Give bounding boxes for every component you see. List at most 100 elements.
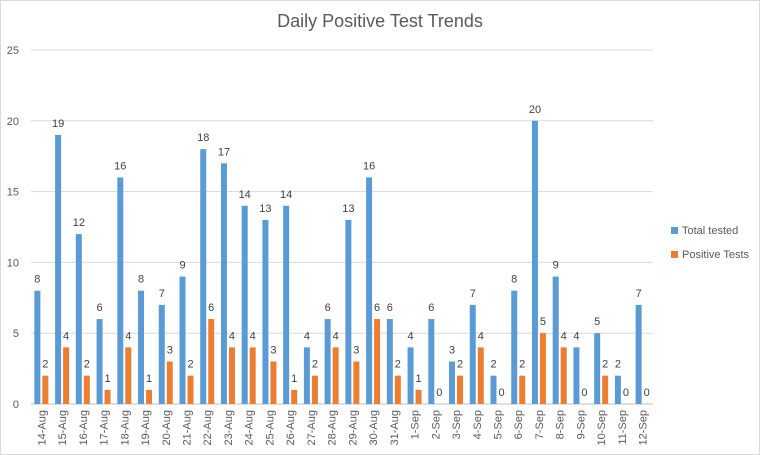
x-tick-label: 15-Aug xyxy=(57,410,69,445)
bar-positive-tests xyxy=(311,375,318,404)
y-tick-label: 10 xyxy=(7,257,19,269)
x-tick-label: 27-Aug xyxy=(306,410,318,445)
data-label-total-tested: 6 xyxy=(428,302,434,314)
data-label-positive-tests: 3 xyxy=(167,345,173,357)
bar-positive-tests xyxy=(270,361,277,404)
bar-total-tested xyxy=(283,205,290,404)
bar-total-tested xyxy=(241,205,248,404)
bar-positive-tests xyxy=(602,375,609,404)
data-label-positive-tests: 4 xyxy=(333,330,339,342)
chart-title: Daily Positive Test Trends xyxy=(277,11,483,31)
data-label-total-tested: 2 xyxy=(615,359,621,371)
y-tick-label: 0 xyxy=(13,399,19,411)
data-label-positive-tests: 3 xyxy=(270,345,276,357)
data-label-total-tested: 7 xyxy=(159,288,165,300)
x-tick-label: 6-Sep xyxy=(513,410,525,439)
data-label-total-tested: 16 xyxy=(114,160,126,172)
data-label-positive-tests: 1 xyxy=(146,373,152,385)
x-tick-label: 8-Sep xyxy=(555,410,567,439)
data-label-total-tested: 13 xyxy=(259,203,271,215)
x-tick-label: 14-Aug xyxy=(36,410,48,445)
legend-label: Positive Tests xyxy=(682,249,750,261)
bar-positive-tests xyxy=(125,347,132,404)
bar-total-tested xyxy=(117,177,124,404)
data-label-total-tested: 12 xyxy=(73,217,85,229)
bar-total-tested xyxy=(179,276,186,404)
bar-total-tested xyxy=(345,219,352,404)
x-tick-label: 12-Sep xyxy=(638,410,650,445)
data-label-total-tested: 7 xyxy=(636,288,642,300)
data-label-total-tested: 14 xyxy=(239,189,251,201)
bar-positive-tests xyxy=(539,333,546,404)
bar-positive-tests xyxy=(374,319,381,404)
legend-swatch xyxy=(671,227,678,234)
bar-positive-tests xyxy=(208,319,215,404)
bar-positive-tests xyxy=(187,375,194,404)
data-label-total-tested: 4 xyxy=(573,330,579,342)
data-label-positive-tests: 0 xyxy=(644,387,650,399)
bar-total-tested xyxy=(200,149,207,404)
x-tick-label: 29-Aug xyxy=(347,410,359,445)
data-label-positive-tests: 4 xyxy=(125,330,131,342)
data-label-total-tested: 6 xyxy=(97,302,103,314)
data-label-total-tested: 17 xyxy=(218,146,230,158)
bar-total-tested xyxy=(635,304,642,404)
bar-total-tested xyxy=(594,333,601,404)
x-tick-label: 16-Aug xyxy=(78,410,90,445)
bar-positive-tests xyxy=(291,389,298,404)
bar-positive-tests xyxy=(560,347,567,404)
x-tick-label: 20-Aug xyxy=(161,410,173,445)
data-label-positive-tests: 1 xyxy=(291,373,297,385)
bar-total-tested xyxy=(552,276,559,404)
x-tick-label: 31-Aug xyxy=(389,410,401,445)
data-label-positive-tests: 0 xyxy=(581,387,587,399)
data-label-positive-tests: 2 xyxy=(187,359,193,371)
bar-total-tested xyxy=(220,163,227,404)
data-label-positive-tests: 4 xyxy=(63,330,69,342)
bar-total-tested xyxy=(366,177,373,404)
data-label-total-tested: 8 xyxy=(511,274,517,286)
x-tick-label: 28-Aug xyxy=(327,410,339,445)
x-tick-label: 22-Aug xyxy=(202,410,214,445)
data-label-positive-tests: 4 xyxy=(561,330,567,342)
y-tick-label: 5 xyxy=(13,328,19,340)
data-label-positive-tests: 2 xyxy=(457,359,463,371)
bar-positive-tests xyxy=(353,361,360,404)
data-label-total-tested: 6 xyxy=(387,302,393,314)
data-label-total-tested: 3 xyxy=(449,345,455,357)
bar-total-tested xyxy=(407,347,414,404)
bar-total-tested xyxy=(75,234,82,404)
bar-total-tested xyxy=(55,134,62,404)
y-tick-label: 25 xyxy=(7,45,19,57)
x-tick-label: 5-Sep xyxy=(493,410,505,439)
bar-positive-tests xyxy=(146,389,153,404)
data-label-total-tested: 16 xyxy=(363,160,375,172)
bar-total-tested xyxy=(386,319,393,404)
x-tick-label: 17-Aug xyxy=(99,410,111,445)
data-label-total-tested: 8 xyxy=(34,274,40,286)
data-label-total-tested: 4 xyxy=(408,330,414,342)
x-tick-label: 1-Sep xyxy=(410,410,422,439)
bar-positive-tests xyxy=(42,375,49,404)
bar-total-tested xyxy=(511,290,518,404)
x-tick-label: 19-Aug xyxy=(140,410,152,445)
data-label-positive-tests: 0 xyxy=(436,387,442,399)
bar-total-tested xyxy=(531,120,538,405)
data-label-positive-tests: 0 xyxy=(623,387,629,399)
data-label-total-tested: 9 xyxy=(179,260,185,272)
bar-total-tested xyxy=(614,375,621,404)
x-tick-label: 24-Aug xyxy=(244,410,256,445)
x-tick-label: 2-Sep xyxy=(430,410,442,439)
bar-positive-tests xyxy=(519,375,526,404)
x-tick-label: 10-Sep xyxy=(596,410,608,445)
data-label-total-tested: 18 xyxy=(197,132,209,144)
bar-total-tested xyxy=(428,319,435,404)
data-label-positive-tests: 2 xyxy=(519,359,525,371)
data-label-total-tested: 13 xyxy=(342,203,354,215)
bar-positive-tests xyxy=(457,375,464,404)
data-label-positive-tests: 2 xyxy=(395,359,401,371)
bar-total-tested xyxy=(324,319,331,404)
bar-total-tested xyxy=(449,361,456,404)
